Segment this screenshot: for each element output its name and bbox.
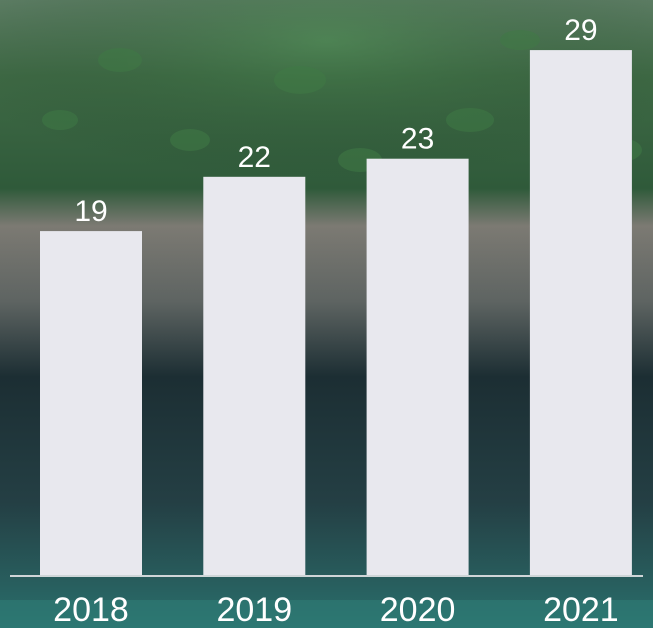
x-tick-label-2020: 2020 bbox=[380, 591, 456, 628]
bar-2018 bbox=[40, 231, 142, 575]
data-label-2021: 29 bbox=[564, 14, 597, 47]
data-label-2020: 23 bbox=[401, 123, 434, 156]
bar-2020 bbox=[366, 158, 469, 575]
x-tick-label-2018: 2018 bbox=[53, 591, 129, 628]
bar-2019 bbox=[203, 176, 306, 576]
bar-2021 bbox=[529, 50, 632, 576]
x-tick-label-2019: 2019 bbox=[216, 591, 292, 628]
data-label-2019: 22 bbox=[238, 141, 271, 174]
x-tick-label-2021: 2021 bbox=[543, 591, 619, 628]
data-label-2018: 19 bbox=[74, 195, 107, 228]
